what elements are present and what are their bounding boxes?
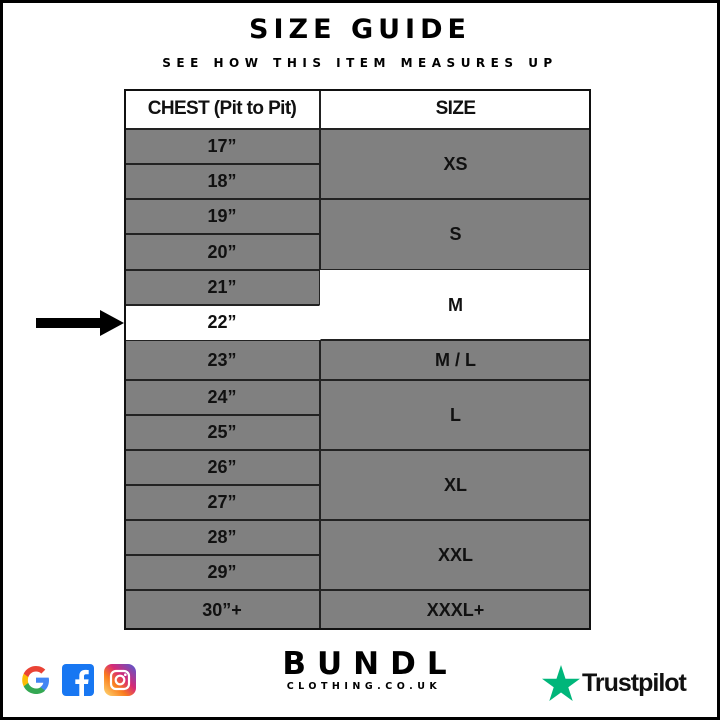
page-title: SIZE GUIDE [249, 14, 471, 45]
brand-site: CLOTHING.CO.UK [286, 681, 442, 692]
google-icon[interactable] [20, 664, 52, 696]
chest-cell: 21” [124, 270, 320, 305]
chest-cell: 29” [124, 555, 320, 590]
size-cell: S [320, 199, 591, 270]
social-icons [20, 664, 136, 696]
chest-cell: 24” [124, 380, 320, 415]
chest-cell: 27” [124, 485, 320, 520]
chest-cell: 20” [124, 234, 320, 270]
chest-cell: 30”+ [124, 590, 320, 630]
size-cell: XL [320, 450, 591, 520]
arrow-right-icon [36, 310, 124, 336]
size-cell: XXL [320, 520, 591, 590]
chest-cell: 26” [124, 450, 320, 485]
trustpilot-text: Trustpilot [582, 668, 687, 697]
chest-cell: 18” [124, 164, 320, 199]
size-cell: M [320, 270, 591, 340]
size-table: CHEST (Pit to Pit) SIZE 17” 18” 19” 20” 21” 22”… [124, 89, 591, 630]
chest-cell: 22” [124, 305, 320, 340]
brand-logo: BUNDL [282, 646, 458, 682]
chest-cell: 19” [124, 199, 320, 234]
instagram-icon[interactable] [104, 664, 136, 696]
size-cell: L [320, 380, 591, 450]
chest-cell: 23” [124, 340, 320, 380]
size-cell: XXXL+ [320, 590, 591, 630]
size-cell: M / L [320, 340, 591, 380]
trustpilot-star-icon [542, 665, 580, 701]
header-size: SIZE [320, 89, 591, 129]
size-cell: XS [320, 129, 591, 199]
chest-cell: 17” [124, 129, 320, 164]
facebook-icon[interactable] [62, 664, 94, 696]
chest-cell: 28” [124, 520, 320, 555]
header-chest: CHEST (Pit to Pit) [124, 89, 320, 129]
page-subtitle: SEE HOW THIS ITEM MEASURES UP [162, 56, 558, 70]
trustpilot-logo[interactable]: Trustpilot [542, 665, 687, 701]
chest-cell: 25” [124, 415, 320, 450]
